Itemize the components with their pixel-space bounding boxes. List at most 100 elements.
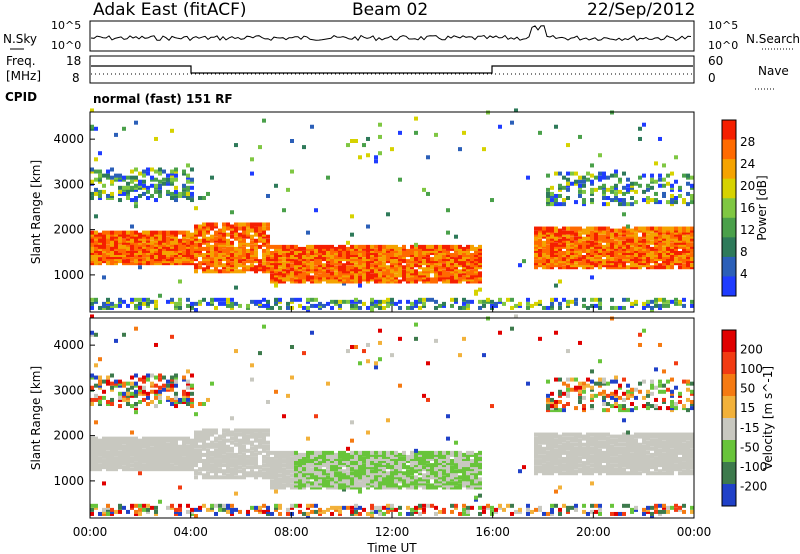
power-cell [258,222,262,227]
power-cell [554,228,558,233]
power-cell [478,246,482,251]
velocity-cell [334,452,338,457]
power-cell [286,263,290,268]
velocity-cell [450,461,454,466]
velocity-cell [262,324,266,329]
power-cell [138,257,142,262]
velocity-cell [262,432,266,437]
power-cell [370,273,374,278]
velocity-cell [238,469,242,474]
power-cell [686,202,690,207]
velocity-cell [166,459,170,464]
velocity-cell [418,511,422,516]
velocity-cell [422,479,426,484]
velocity-cell [234,434,238,439]
velocity-cell [350,505,354,510]
power-cell [386,244,390,249]
velocity-cell [438,481,442,486]
power-cell [598,250,602,255]
velocity-cell [478,454,482,459]
velocity-cell [402,461,406,466]
velocity-cell [142,397,146,402]
velocity-cell [142,379,146,384]
power-cell [674,248,678,253]
velocity-cell [174,467,178,472]
velocity-cell [326,381,330,386]
power-cell [138,185,142,190]
velocity-cell [94,456,98,461]
power-cell [214,259,218,264]
velocity-cell [434,485,438,490]
power-cell [114,236,118,241]
velocity-cell [110,452,114,457]
velocity-cell [98,385,102,390]
velocity-cell [454,452,458,457]
power-cell [122,240,126,245]
velocity-cell [138,463,142,468]
power-cell [382,263,386,268]
power-cell [262,228,266,233]
power-cell [446,279,450,284]
power-cell [642,259,646,264]
power-cell [502,301,506,306]
power-cell [478,275,482,280]
power-cell [674,250,678,255]
power-cell [550,257,554,262]
velocity-cell [418,467,422,472]
velocity-cell [358,463,362,468]
power-cell [634,200,638,205]
velocity-cell [134,509,138,514]
power-cell [390,263,394,268]
power-cell [458,259,462,264]
velocity-cell [538,505,542,510]
velocity-cell [414,452,418,457]
velocity-cell [114,450,118,455]
power-cell [686,253,690,258]
power-cell [598,305,602,310]
velocity-cell [366,477,370,482]
power-cell [210,222,214,227]
power-cell [378,134,382,139]
power-cell [554,202,558,207]
velocity-cell [350,450,354,455]
velocity-cell [442,475,446,480]
power-cell [378,246,382,251]
velocity-cell [242,463,246,468]
power-cell [414,303,418,308]
velocity-cell [422,459,426,464]
power-cell [654,259,658,264]
power-cell [582,230,586,235]
power-cell [94,230,98,235]
velocity-cell [134,404,138,409]
velocity-cell [134,465,138,470]
power-cell [226,226,230,231]
velocity-cell [206,473,210,478]
velocity-cell [326,507,330,512]
power-cell [662,265,666,270]
power-cell [286,273,290,278]
power-cell [282,257,286,262]
velocity-cell [386,505,390,510]
power-cell [310,275,314,280]
velocity-cell [250,432,254,437]
power-cell [250,267,254,272]
power-cell [294,255,298,260]
velocity-cell [126,395,130,400]
velocity-cell [442,485,446,490]
velocity-cell [286,463,290,468]
power-cell [570,261,574,266]
power-cell [410,277,414,282]
power-cell [654,299,658,304]
velocity-cell [386,503,390,508]
power-cell [298,275,302,280]
power-cell [90,257,94,262]
velocity-cell [238,454,242,459]
power-cell [622,226,626,231]
power-cell [686,246,690,251]
power-cell [642,228,646,233]
power-cell [430,277,434,282]
velocity-cell [386,461,390,466]
power-cell [258,236,262,241]
power-cell [110,234,114,239]
power-cell [218,253,222,258]
